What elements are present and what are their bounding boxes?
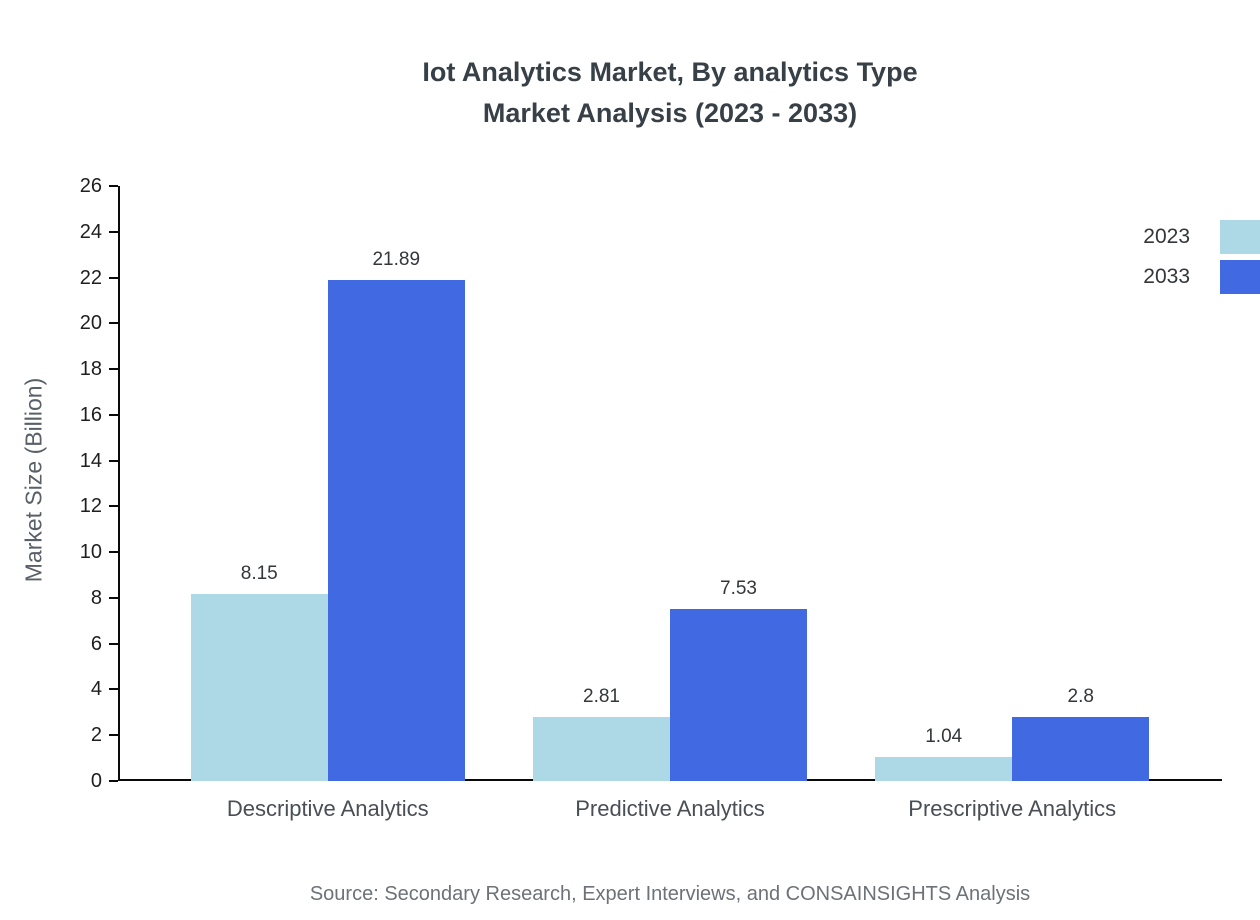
y-tick-label: 26: [79, 175, 102, 197]
bar-2023-prescriptive-analytics: [875, 757, 1013, 781]
y-tick-label: 4: [90, 678, 102, 701]
y-tick-mark: [109, 413, 118, 416]
y-tick-label: 8: [90, 586, 102, 609]
y-tick-mark: [109, 688, 118, 691]
bar-2033-predictive-analytics: [670, 608, 807, 781]
y-tick-label: 2: [90, 724, 102, 747]
legend-swatch-2023: [1220, 220, 1260, 254]
y-tick-label: 16: [79, 403, 102, 426]
y-tick-label: 18: [79, 358, 102, 381]
chart-title-line2: Market Analysis (2023 - 2033): [482, 98, 858, 128]
legend-swatch-2033: [1220, 260, 1260, 294]
legend-label-2023: 2023: [1143, 225, 1190, 248]
bar-2023-predictive-analytics: [533, 716, 670, 781]
y-tick-mark: [109, 780, 118, 782]
y-tick-mark: [109, 551, 118, 554]
legend: 2023 2033: [1143, 220, 1260, 294]
bar-value-label: 7.53: [720, 577, 757, 599]
y-tick-mark: [109, 276, 118, 279]
y-tick-mark: [109, 505, 118, 508]
x-category-label: Predictive Analytics: [575, 796, 765, 821]
x-category-label: Prescriptive Analytics: [908, 796, 1117, 821]
bar-2033-descriptive-analytics: [327, 280, 465, 781]
chart-title-line1: Iot Analytics Market, By analytics Type: [422, 57, 918, 87]
y-tick-mark: [109, 642, 118, 645]
y-tick-mark: [109, 596, 118, 599]
y-tick-mark: [109, 322, 118, 325]
y-tick-label: 10: [79, 541, 102, 564]
y-tick-mark: [109, 459, 118, 462]
y-tick-mark: [109, 368, 118, 371]
y-tick-label: 14: [79, 449, 102, 472]
bar-value-label: 2.81: [583, 685, 620, 707]
legend-item-2023: 2023: [1143, 220, 1260, 254]
legend-label-2033: 2033: [1143, 265, 1190, 288]
y-tick-label: 12: [79, 495, 102, 518]
legend-item-2033: 2033: [1143, 260, 1260, 294]
bar-value-label: 21.89: [372, 249, 421, 271]
y-tick-label: 6: [90, 632, 102, 655]
chart-title: Iot Analytics Market, By analytics Type …: [80, 52, 1260, 134]
y-tick-label: 20: [79, 312, 102, 335]
x-category-label: Descriptive Analytics: [226, 796, 429, 821]
bar-value-label: 8.15: [240, 563, 278, 585]
bar-2023-descriptive-analytics: [190, 594, 328, 781]
source-note: Source: Secondary Research, Expert Inter…: [309, 883, 1031, 905]
bar-value-label: 1.04: [925, 726, 963, 748]
bar-value-label: 2.8: [1067, 685, 1094, 707]
y-tick-label: 22: [79, 266, 102, 289]
bar-2033-prescriptive-analytics: [1012, 716, 1150, 781]
y-tick-label: 0: [90, 770, 102, 792]
y-tick-label: 24: [79, 220, 102, 243]
y-tick-mark: [109, 734, 118, 737]
y-tick-mark: [109, 185, 118, 187]
y-tick-mark: [109, 230, 118, 233]
